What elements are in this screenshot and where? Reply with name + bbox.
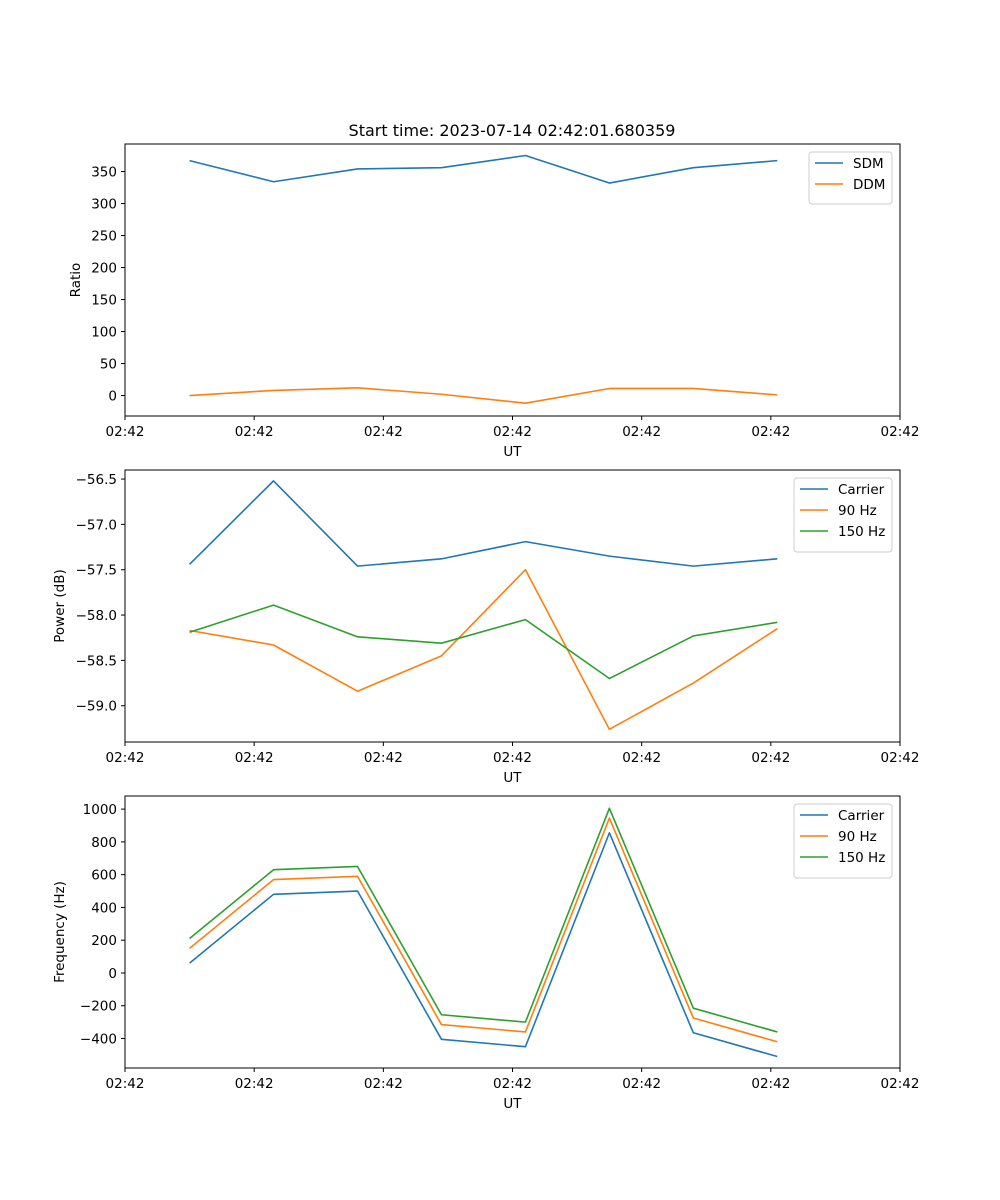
subplot-2: 02:42 02:42 02:42 02:42 02:42 02:42 02:42 −59.0… [52, 469, 920, 786]
subplot-3: 02:42 02:42 02:42 02:42 02:42 02:42 02:42 −400 −… [52, 795, 920, 1112]
legend-label: 90 Hz [838, 503, 877, 519]
y-tick-label: 200 [91, 933, 117, 949]
y-tick-label: 400 [91, 900, 117, 916]
legend-box [808, 151, 893, 205]
legend-label: DDM [853, 177, 885, 193]
series-line-carrier [189, 832, 778, 1058]
x-tick-label: 02:42 [622, 1076, 661, 1092]
legend-label: 90 Hz [838, 829, 877, 845]
x-tick-label: 02:42 [106, 750, 145, 766]
x-tick-label: 02:42 [881, 750, 920, 766]
x-tick-label: 02:42 [364, 750, 403, 766]
x-axis-label: UT [503, 770, 522, 786]
y-tick-label: 0 [108, 966, 117, 982]
series-line-carrier [189, 480, 778, 567]
y-tick-label: −58.0 [76, 608, 117, 624]
x-tick-label: 02:42 [493, 750, 532, 766]
y-tick-label: −200 [80, 999, 117, 1015]
y-tick-label: 200 [91, 261, 117, 277]
y-tick-label: 150 [91, 293, 117, 309]
y-tick-label: −57.5 [76, 563, 117, 579]
x-tick-label: 02:42 [364, 1076, 403, 1092]
x-axis-label: UT [503, 1096, 522, 1112]
x-tick-label: 02:42 [751, 1076, 790, 1092]
series-line-sdm [189, 154, 778, 184]
series-line-150-hz [189, 807, 778, 1033]
x-tick-label: 02:42 [622, 424, 661, 440]
legend-label: 150 Hz [838, 850, 885, 866]
x-tick-label: 02:42 [622, 750, 661, 766]
figure-title: Start time: 2023-07-14 02:42:01.680359 [349, 121, 676, 140]
subplots: 02:42 02:42 02:42 02:42 02:42 02:42 02:42 0 50 10… [52, 143, 920, 1112]
subplot-1: 02:42 02:42 02:42 02:42 02:42 02:42 02:42 0 50 10… [68, 143, 920, 460]
legend-label: Carrier [838, 808, 885, 824]
y-tick-label: 300 [91, 197, 117, 213]
x-tick-label: 02:42 [493, 424, 532, 440]
legend-label: Carrier [838, 482, 885, 498]
y-axis-label: Frequency (Hz) [52, 881, 68, 983]
y-tick-label: −56.5 [76, 472, 117, 488]
x-tick-label: 02:42 [751, 424, 790, 440]
x-tick-label: 02:42 [235, 424, 274, 440]
x-tick-label: 02:42 [881, 424, 920, 440]
y-tick-label: 50 [100, 357, 117, 373]
x-axis-label: UT [503, 444, 522, 460]
x-tick-label: 02:42 [106, 1076, 145, 1092]
y-axis-label: Power (dB) [52, 569, 68, 642]
x-tick-label: 02:42 [364, 424, 403, 440]
legend-label: 150 Hz [838, 524, 885, 540]
x-tick-label: 02:42 [881, 1076, 920, 1092]
series-line-90-hz [189, 568, 778, 731]
legend: Carrier 90 Hz 150 Hz [793, 803, 893, 879]
x-tick-label: 02:42 [235, 1076, 274, 1092]
y-tick-label: 1000 [83, 802, 117, 818]
x-tick-label: 02:42 [106, 424, 145, 440]
series-line-90-hz [189, 817, 778, 1043]
y-tick-label: −59.0 [76, 699, 117, 715]
y-tick-label: −400 [80, 1032, 117, 1048]
legend-label: SDM [853, 156, 884, 172]
series-line-150-hz [189, 604, 778, 680]
y-tick-label: 0 [108, 389, 117, 405]
y-tick-label: 600 [91, 868, 117, 884]
x-tick-label: 02:42 [493, 1076, 532, 1092]
y-tick-label: −57.0 [76, 517, 117, 533]
y-tick-label: 250 [91, 229, 117, 245]
x-tick-label: 02:42 [235, 750, 274, 766]
x-tick-label: 02:42 [751, 750, 790, 766]
y-tick-label: 100 [91, 325, 117, 341]
legend-box [793, 477, 893, 553]
y-tick-label: 800 [91, 835, 117, 851]
legend: Carrier 90 Hz 150 Hz [793, 477, 893, 553]
legend-box [793, 803, 893, 879]
legend: SDM DDM [808, 151, 893, 205]
y-tick-label: 350 [91, 165, 117, 181]
y-tick-label: −58.5 [76, 653, 117, 669]
y-axis-label: Ratio [68, 263, 84, 298]
series-line-ddm [189, 387, 778, 405]
